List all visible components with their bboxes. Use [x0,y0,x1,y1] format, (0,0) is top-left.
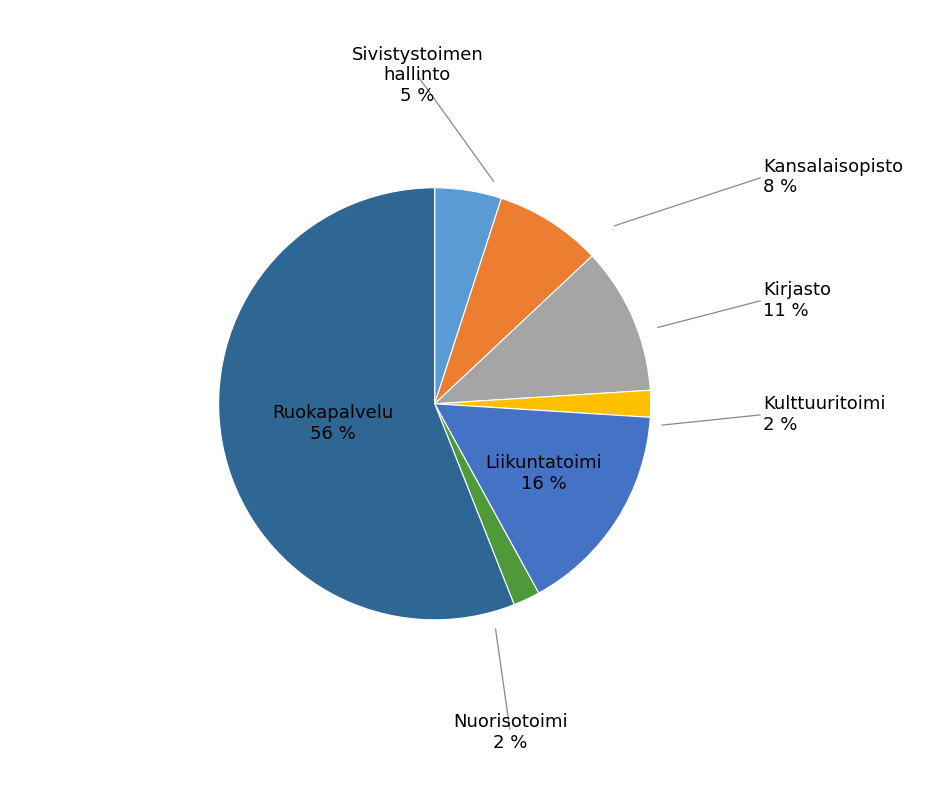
Text: Liikuntatoimi
16 %: Liikuntatoimi 16 % [485,454,602,493]
Text: Sivistystoimen
hallinto
5 %: Sivistystoimen hallinto 5 % [351,46,482,105]
Wedge shape [434,198,592,404]
Text: Kulttuuritoimi
2 %: Kulttuuritoimi 2 % [762,395,885,434]
Wedge shape [434,404,649,593]
Text: Ruokapalvelu
56 %: Ruokapalvelu 56 % [272,404,393,443]
Wedge shape [434,404,538,604]
Text: Kansalaisopisto
8 %: Kansalaisopisto 8 % [762,157,902,196]
Wedge shape [434,188,501,404]
Wedge shape [434,390,650,417]
Wedge shape [218,188,514,620]
Wedge shape [434,256,649,404]
Text: Kirjasto
11 %: Kirjasto 11 % [762,281,830,320]
Text: Nuorisotoimi
2 %: Nuorisotoimi 2 % [452,713,567,751]
